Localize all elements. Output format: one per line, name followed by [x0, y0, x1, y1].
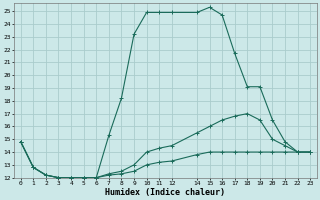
X-axis label: Humidex (Indice chaleur): Humidex (Indice chaleur) — [106, 188, 226, 197]
